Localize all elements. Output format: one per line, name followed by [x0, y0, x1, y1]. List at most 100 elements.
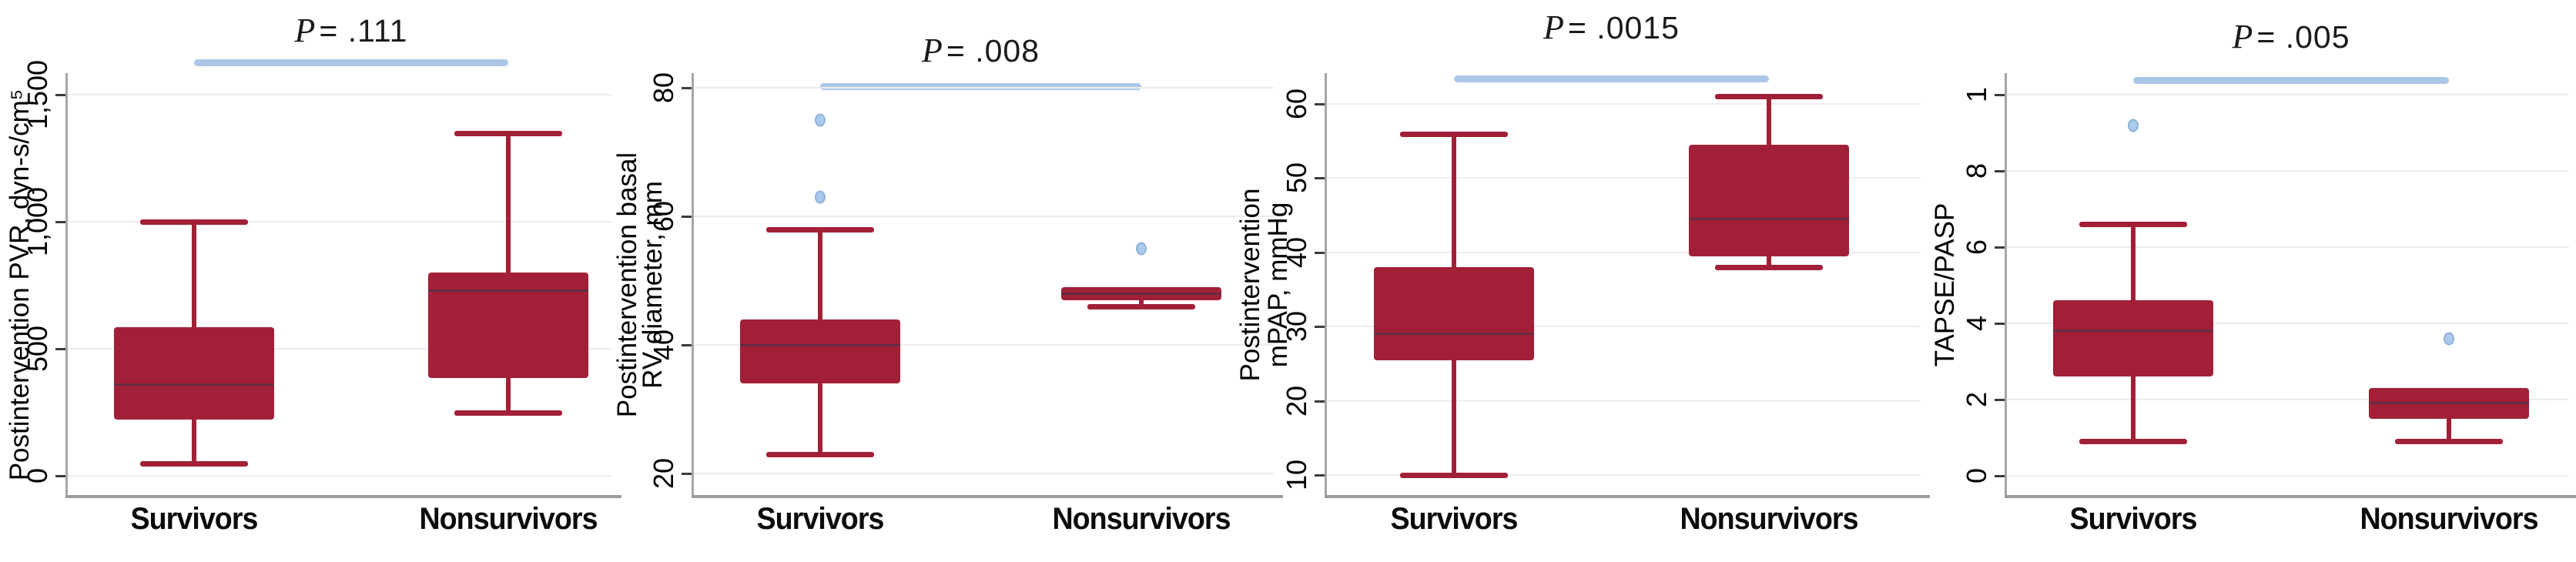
whisker-cap-high [1715, 94, 1823, 100]
y-gridline [692, 216, 1274, 217]
p-symbol: P [294, 12, 317, 49]
p-value-text: = .008 [946, 33, 1040, 69]
y-tick-mark [1315, 177, 1325, 180]
y-tick-mark [1995, 323, 2005, 325]
whisker-stem-low [1452, 360, 1456, 475]
y-tick-label: 20 [648, 457, 679, 490]
y-gridline [692, 473, 1274, 474]
group-label-survivors: Survivors [2069, 502, 2198, 536]
y-gridline [1325, 251, 1921, 253]
x-axis-line [1325, 495, 1930, 498]
y-axis-spine [2005, 73, 2007, 497]
y-tick-mark [1995, 94, 2005, 96]
y-tick-label: 80 [648, 72, 679, 104]
p-value-label: P= .005 [2232, 17, 2350, 56]
group-label-survivors: Survivors [756, 502, 885, 536]
y-tick-mark [55, 221, 65, 223]
p-value-label: P= .111 [295, 11, 408, 50]
group-label-nonsurvivors: Nonsurvivors [1680, 502, 1858, 536]
outlier-point [815, 113, 826, 127]
whisker-stem-high [2131, 224, 2136, 301]
y-axis-title-line: Postintervention [1235, 188, 1265, 382]
median-line [2369, 402, 2529, 405]
iqr-box [114, 326, 274, 420]
median-line [114, 383, 274, 386]
median-line [428, 289, 588, 292]
y-tick-label: 8 [1961, 162, 1992, 179]
whisker-stem-low [506, 377, 511, 413]
y-tick-label: 60 [1281, 88, 1312, 120]
y-gridline [2005, 94, 2569, 95]
y-gridline [2005, 246, 2569, 248]
p-value-text: = .005 [2256, 19, 2350, 55]
iqr-box [740, 319, 900, 384]
x-axis-line [692, 495, 1283, 498]
y-tick-label: 50 [1281, 162, 1312, 194]
y-tick-mark [1315, 103, 1325, 105]
y-tick-mark [1995, 246, 2005, 249]
y-tick-label: 6 [1961, 239, 1992, 256]
comparison-bracket [1454, 75, 1769, 82]
whisker-stem-high [506, 132, 511, 273]
median-line [1689, 217, 1849, 220]
whisker-cap-low [140, 460, 248, 467]
y-gridline [692, 344, 1274, 346]
y-gridline [2005, 399, 2569, 400]
whisker-cap-high [454, 130, 562, 136]
whisker-cap-low [1087, 303, 1195, 309]
x-axis-line [65, 495, 621, 498]
x-axis-line [2005, 495, 2576, 498]
y-axis-spine [692, 73, 694, 497]
y-tick-mark [1995, 475, 2005, 477]
median-line [1374, 333, 1534, 336]
p-symbol: P [2232, 18, 2254, 55]
whisker-stem-low [1139, 299, 1144, 306]
outlier-point [2444, 332, 2454, 346]
p-value-label: P= .008 [922, 31, 1040, 70]
y-gridline [65, 94, 612, 95]
y-tick-label: 10 [1281, 459, 1312, 491]
y-tick-label: 4 [1961, 315, 1992, 332]
outlier-point [1136, 242, 1147, 256]
y-tick-mark [1315, 326, 1325, 329]
median-line [740, 343, 900, 346]
group-label-nonsurvivors: Nonsurvivors [2360, 502, 2538, 536]
y-gridline [692, 87, 1274, 89]
whisker-stem-low [2131, 376, 2136, 442]
whisker-cap-high [766, 226, 874, 232]
median-line [1061, 292, 1221, 295]
whisker-stem-low [192, 420, 196, 463]
y-tick-mark [1995, 399, 2005, 401]
y-axis-title-line: mPAP, mmHg [1263, 202, 1293, 368]
p-value-text: = .111 [319, 13, 408, 49]
whisker-cap-high [2079, 222, 2187, 228]
iqr-box [2053, 300, 2213, 377]
y-tick-label: 2 [1961, 391, 1992, 408]
group-label-survivors: Survivors [1390, 502, 1519, 536]
median-line [2053, 330, 2213, 333]
outlier-point [815, 190, 826, 204]
y-tick-mark [55, 94, 65, 96]
whisker-stem-low [1767, 256, 1771, 268]
y-gridline [2005, 475, 2569, 477]
comparison-bracket [820, 83, 1141, 90]
whisker-stem-high [1452, 133, 1456, 268]
whisker-stem-low [2447, 418, 2451, 442]
iqr-box [1374, 267, 1534, 360]
y-gridline [65, 348, 612, 350]
y-tick-mark [1995, 170, 2005, 172]
y-axis-title-line: RV diameter, mm [638, 181, 668, 389]
y-tick-mark [1315, 474, 1325, 477]
outlier-point [2128, 119, 2139, 132]
whisker-stem-low [818, 383, 822, 454]
panel-pvr: P= .111 0 500 1,000 1,500 Postintervention P… [0, 0, 644, 562]
y-gridline [1325, 400, 1921, 402]
y-axis-spine [65, 73, 68, 497]
y-gridline [65, 475, 612, 477]
y-gridline [2005, 170, 2569, 172]
group-label-nonsurvivors: Nonsurvivors [1052, 502, 1231, 536]
p-symbol: P [1543, 8, 1565, 46]
whisker-cap-low [1400, 473, 1508, 478]
whisker-cap-high [140, 219, 248, 225]
